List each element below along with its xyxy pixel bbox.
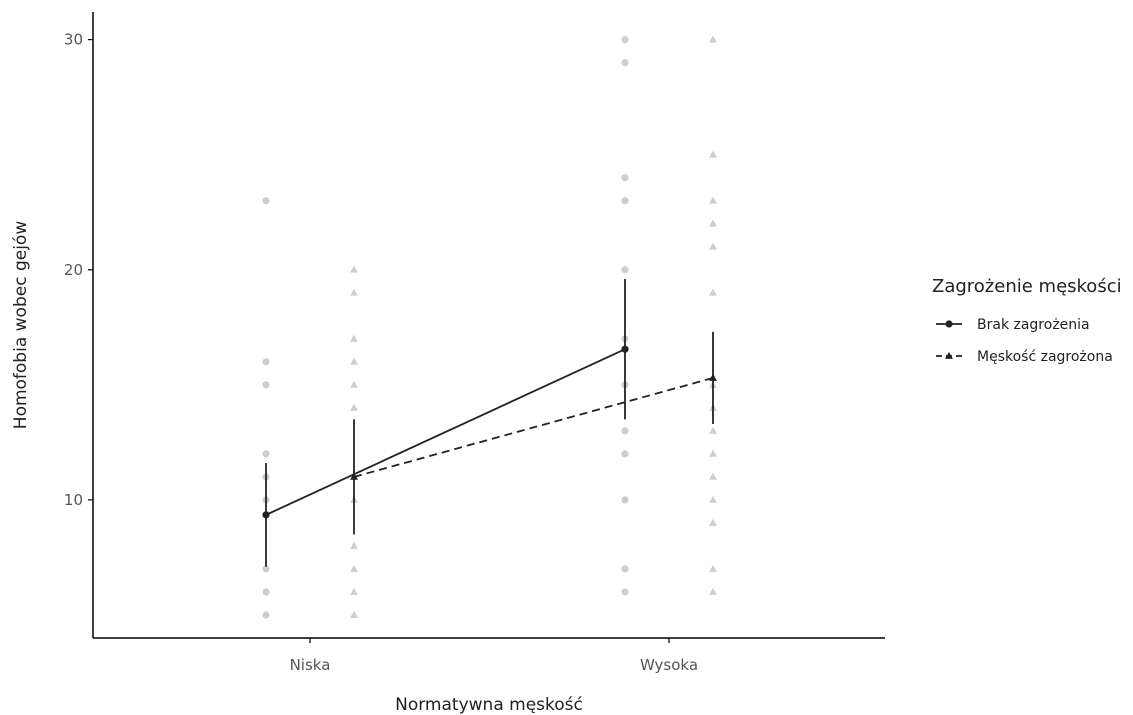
- legend-key-marker: [945, 320, 953, 328]
- raw-point: [350, 357, 358, 365]
- mean-point: [709, 373, 717, 381]
- raw-point: [262, 358, 270, 366]
- raw-point: [621, 496, 629, 504]
- raw-point: [350, 334, 358, 342]
- y-tick-label: 10: [64, 491, 83, 509]
- raw-point: [709, 564, 717, 572]
- raw-point: [262, 565, 270, 573]
- mean-point: [262, 511, 270, 519]
- y-tick-label: 20: [64, 261, 83, 279]
- raw-point: [709, 150, 717, 158]
- raw-point: [350, 564, 358, 572]
- raw-point: [709, 587, 717, 595]
- legend-entry-label: Brak zagrożenia: [977, 317, 1090, 333]
- raw-point: [709, 426, 717, 434]
- axes: [92, 12, 885, 639]
- legend-key-marker: [945, 351, 953, 359]
- series-line: [265, 348, 626, 516]
- mean-lines-layer: [262, 278, 717, 567]
- raw-point: [621, 565, 629, 573]
- raw-point: [709, 495, 717, 503]
- raw-point: [709, 219, 717, 227]
- x-tick-label: Wysoka: [640, 656, 698, 674]
- raw-point: [262, 381, 270, 389]
- raw-point: [709, 196, 717, 204]
- x-axis-title: Normatywna męskość: [395, 695, 583, 715]
- legend: Zagrożenie męskości Brak zagrożenia Męsko…: [932, 276, 1122, 365]
- raw-point: [621, 36, 629, 44]
- y-tick-label: 30: [64, 31, 83, 49]
- raw-point: [709, 518, 717, 526]
- raw-point: [350, 403, 358, 411]
- raw-points-layer: [262, 35, 717, 619]
- raw-point: [621, 174, 629, 182]
- raw-point: [621, 197, 629, 205]
- raw-point: [621, 588, 629, 596]
- legend-title: Zagrożenie męskości: [932, 276, 1122, 297]
- raw-point: [621, 59, 629, 67]
- mean-point: [621, 345, 629, 353]
- raw-point: [262, 611, 270, 619]
- mean-point: [350, 472, 358, 480]
- raw-point: [709, 288, 717, 296]
- raw-point: [262, 588, 270, 596]
- raw-point: [709, 472, 717, 480]
- raw-point: [350, 610, 358, 618]
- y-ticks: 10 20 30: [64, 31, 93, 509]
- raw-point: [709, 449, 717, 457]
- y-axis-title: Homofobia wobec gejów: [11, 221, 31, 430]
- raw-point: [350, 541, 358, 549]
- x-tick-label: Niska: [290, 656, 331, 674]
- raw-point: [262, 197, 270, 205]
- series-line: [353, 377, 714, 478]
- x-ticks: Niska Wysoka: [290, 638, 698, 674]
- raw-point: [350, 380, 358, 388]
- legend-entry-label: Męskość zagrożona: [977, 349, 1113, 365]
- raw-point: [621, 427, 629, 435]
- raw-point: [709, 242, 717, 250]
- raw-point: [621, 266, 629, 274]
- raw-point: [350, 288, 358, 296]
- raw-point: [621, 450, 629, 458]
- raw-point: [350, 265, 358, 273]
- raw-point: [350, 587, 358, 595]
- raw-point: [709, 35, 717, 43]
- raw-point: [262, 450, 270, 458]
